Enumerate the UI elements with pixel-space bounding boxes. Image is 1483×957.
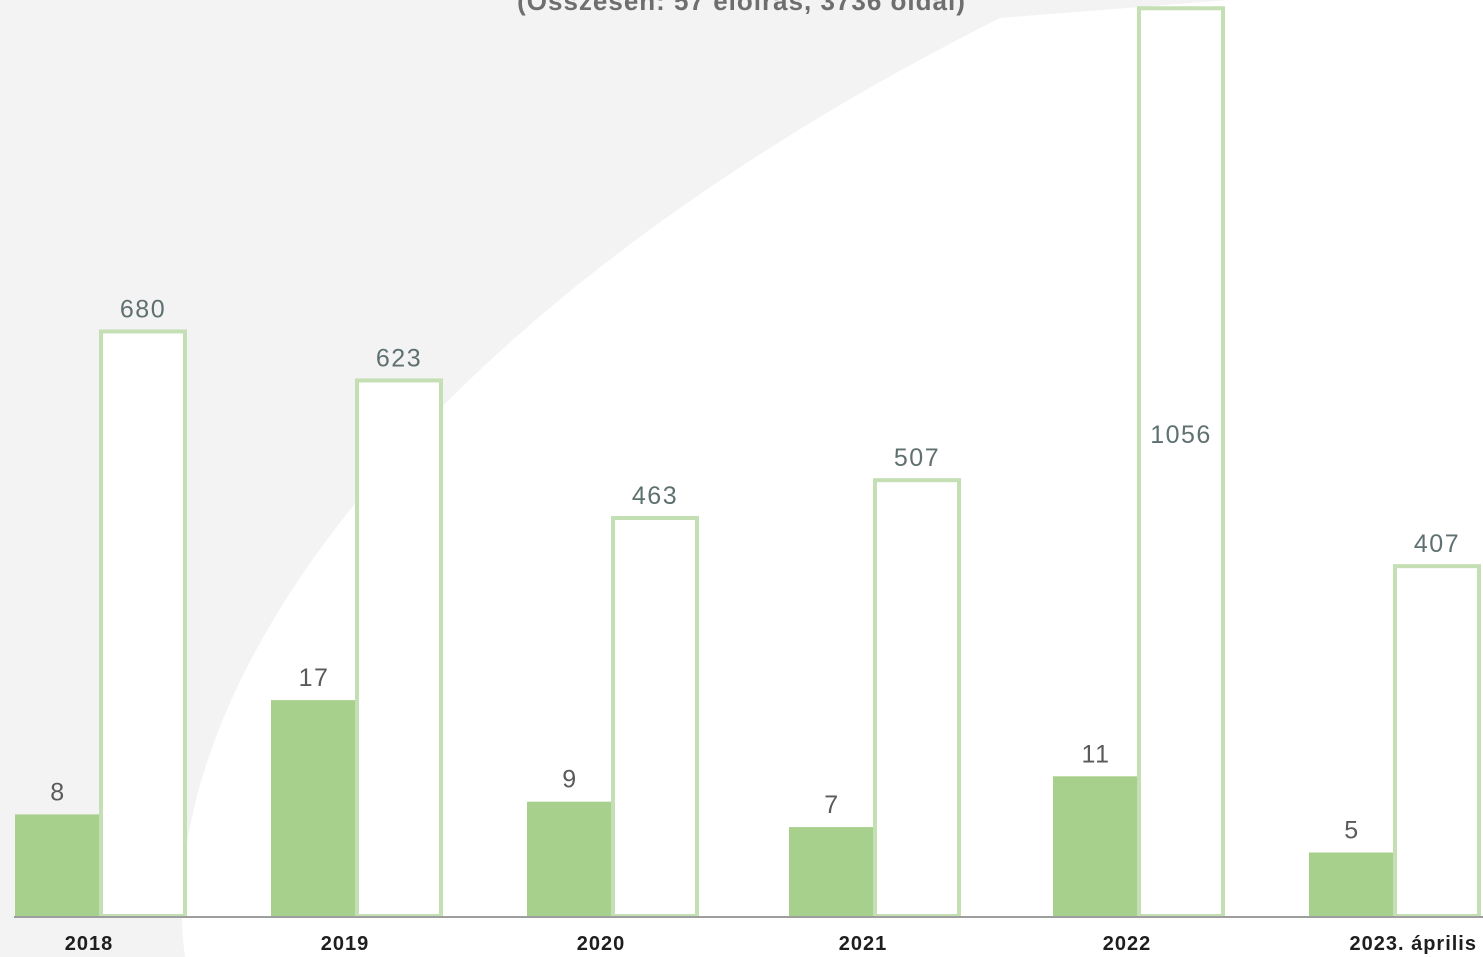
label-rules-2: 17 — [299, 664, 330, 692]
bar-pages-4 — [873, 478, 961, 918]
label-rules-4: 7 — [824, 791, 839, 819]
label-rules-6: 5 — [1344, 817, 1359, 845]
bar-pages-3 — [611, 516, 699, 918]
category-label-6: 2023. április — [1349, 933, 1477, 955]
label-pages-3: 463 — [632, 482, 678, 510]
bar-rules-2 — [271, 700, 357, 916]
label-rules-5: 11 — [1082, 740, 1111, 768]
label-pages-2: 623 — [376, 344, 422, 372]
label-rules-1: 8 — [50, 778, 65, 806]
label-pages-1: 680 — [120, 295, 166, 323]
category-label-4: 2021 — [839, 933, 888, 955]
bar-rules-6 — [1309, 852, 1395, 916]
chart-subtitle: (Összesen: 57 előírás, 3736 oldal) — [517, 0, 966, 16]
bar-pages-1 — [99, 329, 187, 918]
category-label-3: 2020 — [577, 933, 626, 955]
category-label-5: 2022 — [1103, 933, 1152, 955]
label-rules-3: 9 — [562, 766, 577, 794]
bar-rules-5 — [1053, 776, 1139, 916]
label-pages-6: 407 — [1414, 530, 1460, 558]
bar-rules-3 — [527, 801, 613, 916]
bar-pages-6 — [1393, 564, 1481, 919]
category-label-2: 2019 — [321, 933, 370, 955]
bar-pages-2 — [355, 378, 443, 919]
category-label-1: 2018 — [65, 933, 114, 955]
label-pages-4: 507 — [894, 444, 940, 472]
bar-pages-5 — [1137, 6, 1225, 919]
bar-rules-1 — [15, 814, 101, 916]
label-pages-5: 1056 — [1150, 421, 1212, 449]
bar-rules-4 — [789, 827, 875, 916]
